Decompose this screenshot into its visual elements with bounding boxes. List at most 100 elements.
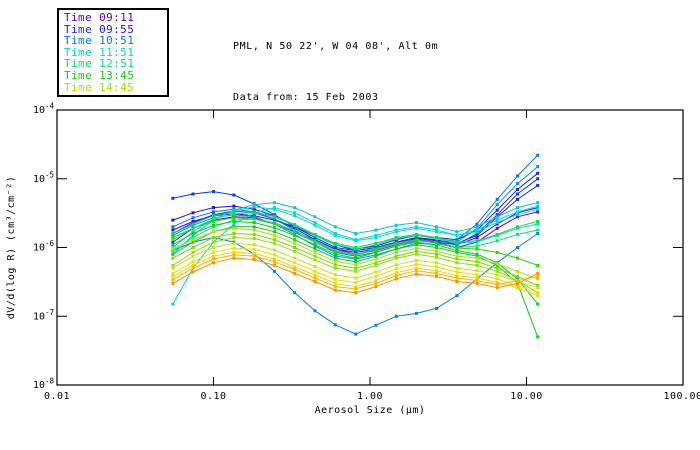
y-axis-tick-label: 10-6	[33, 239, 55, 254]
data-point-marker	[475, 276, 479, 280]
data-point-marker	[435, 261, 438, 265]
data-point-marker	[191, 232, 195, 235]
data-point-marker	[495, 262, 499, 266]
data-point-marker	[495, 215, 499, 219]
data-point-marker	[475, 247, 479, 251]
data-point-marker	[516, 281, 519, 285]
data-point-marker	[536, 284, 540, 287]
data-point-marker	[516, 286, 519, 290]
data-point-marker	[475, 254, 479, 258]
data-point-marker	[495, 239, 499, 243]
data-point-marker	[374, 270, 378, 274]
data-point-marker	[354, 260, 358, 264]
data-point-marker	[536, 177, 540, 181]
data-point-marker	[455, 240, 459, 244]
data-point-marker	[272, 226, 276, 230]
data-point-marker	[536, 263, 540, 267]
data-point-marker	[252, 243, 256, 247]
data-point-marker	[495, 232, 499, 236]
data-point-marker	[171, 274, 175, 278]
data-point-marker	[191, 216, 195, 220]
data-point-marker	[495, 213, 499, 217]
series-scan-20	[171, 226, 540, 281]
data-point-marker	[536, 201, 540, 205]
data-point-marker	[516, 174, 519, 178]
legend-entry: Time 11:51	[64, 45, 135, 59]
data-point-marker	[232, 250, 236, 254]
data-point-marker	[495, 286, 499, 290]
data-point-marker	[354, 291, 358, 295]
data-point-marker	[374, 248, 378, 252]
data-point-marker	[232, 212, 236, 216]
data-point-marker	[536, 232, 540, 235]
data-point-marker	[354, 249, 358, 253]
data-point-marker	[455, 230, 459, 234]
data-point-marker	[455, 254, 459, 258]
data-point-marker	[272, 263, 276, 267]
data-point-marker	[313, 269, 317, 273]
data-point-marker	[354, 281, 358, 284]
data-point-marker	[435, 306, 438, 310]
data-point-marker	[212, 210, 215, 214]
data-point-marker	[171, 249, 175, 253]
data-point-marker	[475, 263, 479, 267]
data-point-marker	[171, 232, 175, 235]
data-point-marker	[536, 219, 540, 223]
data-point-marker	[455, 280, 459, 283]
data-point-marker	[333, 273, 337, 277]
data-point-marker	[374, 263, 378, 267]
data-point-marker	[232, 241, 236, 245]
data-point-marker	[212, 217, 215, 221]
data-point-marker	[414, 221, 418, 225]
data-point-marker	[374, 254, 378, 258]
data-point-marker	[272, 233, 276, 237]
data-point-marker	[171, 256, 175, 260]
data-point-marker	[212, 206, 215, 210]
data-point-marker	[435, 265, 438, 269]
data-point-marker	[435, 230, 438, 234]
data-point-marker	[252, 232, 256, 236]
data-point-marker	[272, 217, 276, 221]
data-point-marker	[212, 219, 215, 223]
data-point-marker	[516, 187, 519, 191]
data-point-marker	[293, 265, 297, 269]
data-point-marker	[536, 183, 540, 187]
data-point-marker	[313, 265, 317, 268]
data-point-marker	[495, 226, 499, 230]
data-point-marker	[455, 266, 459, 270]
data-point-marker	[516, 210, 519, 214]
data-point-marker	[272, 248, 276, 252]
data-point-marker	[414, 232, 418, 236]
data-point-marker	[293, 249, 297, 253]
plot-header: PML, N 50 22', W 04 08', Alt 0m Data fro…	[233, 4, 438, 140]
data-point-marker	[252, 225, 256, 229]
data-point-marker	[455, 249, 459, 253]
data-point-marker	[536, 228, 540, 232]
data-point-marker	[516, 225, 519, 229]
data-point-marker	[536, 153, 540, 157]
data-point-marker	[212, 254, 215, 258]
data-point-marker	[475, 232, 479, 235]
data-point-marker	[495, 269, 499, 273]
y-axis-label: dV/d(log R) (cm³/cm⁻²)	[6, 176, 17, 319]
data-point-marker	[272, 206, 276, 210]
data-point-marker	[414, 269, 418, 273]
data-point-marker	[394, 247, 398, 251]
data-point-marker	[475, 228, 479, 232]
data-point-marker	[333, 288, 337, 292]
data-point-marker	[333, 233, 337, 237]
data-point-marker	[394, 242, 398, 246]
data-point-marker	[394, 274, 398, 278]
data-point-marker	[475, 273, 479, 277]
data-point-marker	[414, 243, 418, 247]
data-point-marker	[191, 260, 195, 264]
data-point-marker	[455, 294, 459, 298]
data-point-marker	[333, 263, 337, 267]
series-scan-25	[171, 256, 540, 295]
data-point-marker	[516, 197, 519, 201]
data-point-marker	[455, 257, 459, 261]
data-point-marker	[272, 222, 276, 226]
data-point-marker	[171, 240, 175, 244]
